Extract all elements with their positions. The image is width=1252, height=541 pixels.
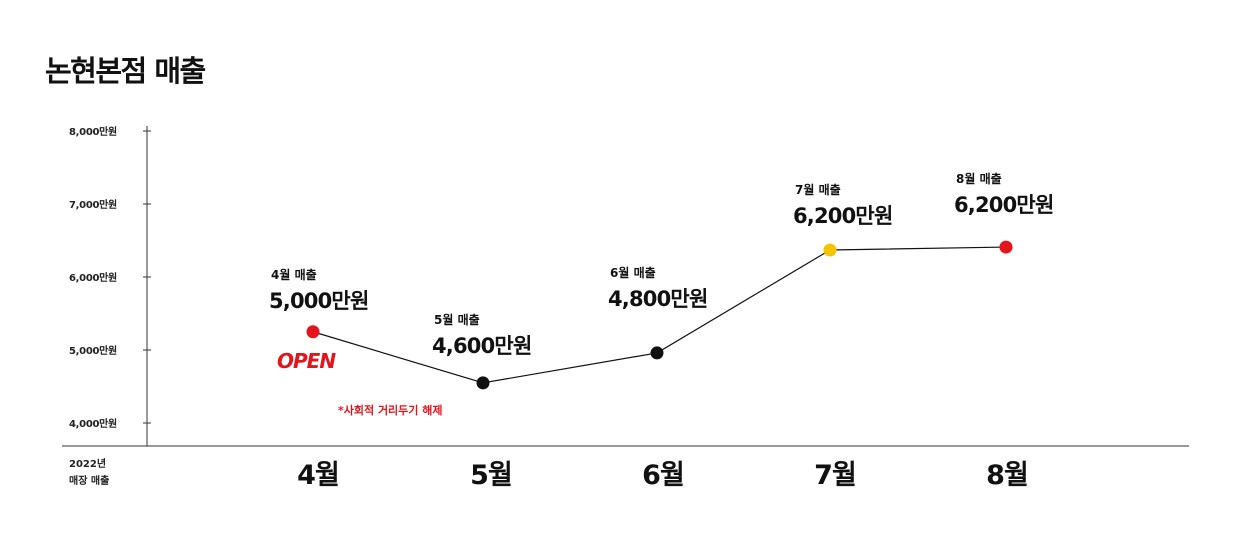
y-axis-ticks: 8,000만원 7,000만원 6,000만원 5,000만원 4,000만원 xyxy=(69,125,151,430)
x-axis-note-year: 2022년 xyxy=(69,457,106,470)
x-tick-label: 6월 xyxy=(642,460,684,491)
data-label-value: 6,200만원 xyxy=(793,204,892,228)
data-label-month: 7월 매출 xyxy=(795,182,841,197)
data-label-month: 8월 매출 xyxy=(956,171,1002,186)
axes xyxy=(62,126,1189,447)
open-annotation: OPEN xyxy=(277,349,336,373)
data-points xyxy=(306,240,1013,390)
x-tick-label: 7월 xyxy=(814,460,856,491)
data-point xyxy=(999,240,1013,254)
y-tick-label: 4,000만원 xyxy=(69,417,117,430)
annotations: OPEN *사회적 거리두기 해제 xyxy=(277,349,443,417)
series-line xyxy=(312,246,1007,384)
y-tick-label: 8,000만원 xyxy=(69,125,117,138)
data-label-value: 6,200만원 xyxy=(954,193,1053,217)
data-point xyxy=(823,243,837,257)
x-tick-label: 8월 xyxy=(986,460,1028,491)
data-label-month: 6월 매출 xyxy=(610,265,656,280)
x-tick-label: 5월 xyxy=(470,460,512,491)
y-tick-label: 6,000만원 xyxy=(69,271,117,284)
social-distancing-note: *사회적 거리두기 해제 xyxy=(338,403,443,417)
data-point xyxy=(650,346,664,360)
data-labels: 4월 매출 5,000만원 5월 매출 4,600만원 6월 매출 4,800만원 7월 매… xyxy=(269,171,1054,358)
data-label-month: 5월 매출 xyxy=(434,312,480,327)
x-tick-label: 4월 xyxy=(297,460,339,491)
y-tick-label: 5,000만원 xyxy=(69,344,117,357)
data-label-value: 4,600만원 xyxy=(432,334,531,358)
data-label-month: 4월 매출 xyxy=(271,267,317,282)
series-line-layer xyxy=(312,246,1007,384)
data-point xyxy=(306,325,320,339)
data-label-value: 5,000만원 xyxy=(269,289,368,313)
x-axis-note-label: 매장 매출 xyxy=(69,474,109,487)
y-tick-label: 7,000만원 xyxy=(69,198,117,211)
data-point xyxy=(476,376,490,390)
data-label-value: 4,800만원 xyxy=(608,287,707,311)
chart-title: 논현본점 매출 xyxy=(45,54,206,88)
